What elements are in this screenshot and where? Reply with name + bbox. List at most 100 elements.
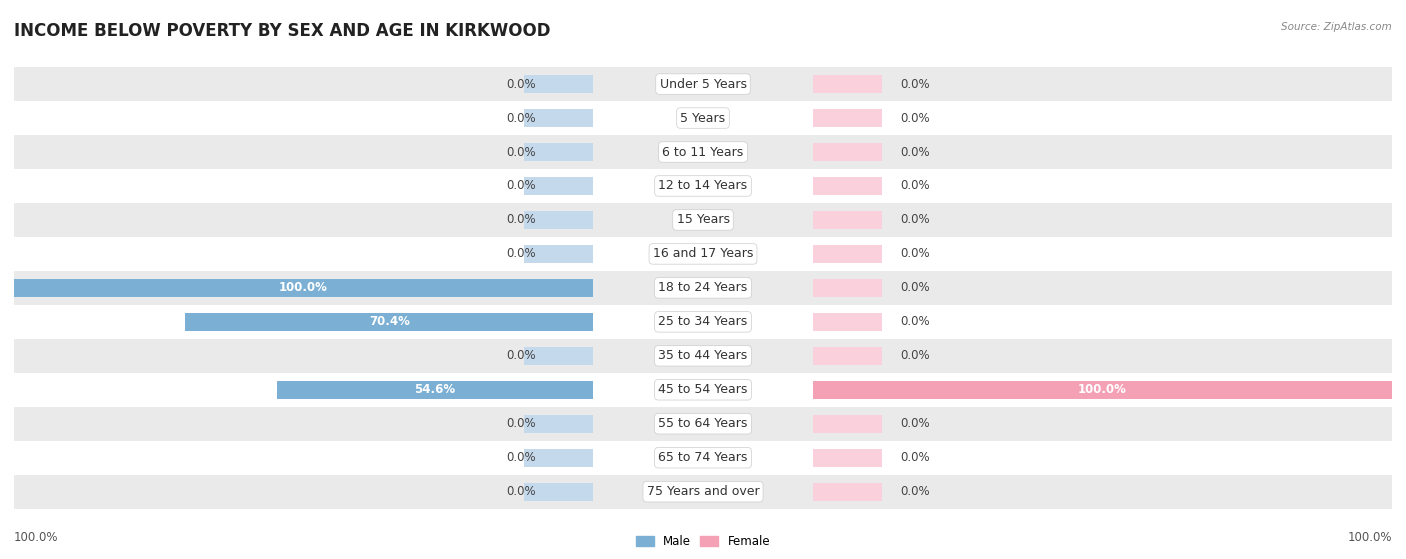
Text: 0.0%: 0.0% bbox=[506, 78, 536, 91]
Text: INCOME BELOW POVERTY BY SEX AND AGE IN KIRKWOOD: INCOME BELOW POVERTY BY SEX AND AGE IN K… bbox=[14, 22, 551, 40]
Bar bbox=[0, 440, 1406, 475]
Text: 65 to 74 Years: 65 to 74 Years bbox=[658, 451, 748, 464]
Bar bbox=[523, 483, 593, 500]
Bar bbox=[813, 381, 1392, 399]
Bar bbox=[0, 305, 1406, 339]
Text: 35 to 44 Years: 35 to 44 Years bbox=[658, 349, 748, 362]
Text: 100.0%: 100.0% bbox=[280, 281, 328, 295]
Bar bbox=[0, 237, 1406, 271]
Bar bbox=[523, 143, 593, 161]
Text: 100.0%: 100.0% bbox=[14, 531, 59, 544]
Text: 0.0%: 0.0% bbox=[900, 179, 929, 192]
Text: 0.0%: 0.0% bbox=[506, 417, 536, 430]
Bar bbox=[0, 475, 1406, 509]
Bar bbox=[0, 169, 1406, 203]
Bar bbox=[813, 109, 883, 127]
Bar bbox=[0, 135, 1406, 169]
Bar bbox=[813, 313, 883, 331]
Text: 0.0%: 0.0% bbox=[900, 417, 929, 430]
Text: 6 to 11 Years: 6 to 11 Years bbox=[662, 145, 744, 159]
Text: Under 5 Years: Under 5 Years bbox=[659, 78, 747, 91]
Text: 0.0%: 0.0% bbox=[900, 248, 929, 260]
Bar bbox=[0, 135, 1406, 169]
Bar bbox=[0, 271, 1406, 305]
Bar bbox=[813, 415, 883, 433]
Text: Source: ZipAtlas.com: Source: ZipAtlas.com bbox=[1281, 22, 1392, 32]
Bar bbox=[523, 109, 593, 127]
Text: 0.0%: 0.0% bbox=[506, 451, 536, 464]
Bar bbox=[0, 101, 1406, 135]
Text: 0.0%: 0.0% bbox=[900, 214, 929, 226]
Bar bbox=[0, 407, 1406, 440]
Bar bbox=[523, 75, 593, 93]
Text: 0.0%: 0.0% bbox=[506, 349, 536, 362]
Bar bbox=[0, 305, 1406, 339]
Bar bbox=[0, 407, 1406, 440]
Text: 0.0%: 0.0% bbox=[506, 248, 536, 260]
Legend: Male, Female: Male, Female bbox=[631, 530, 775, 553]
Bar bbox=[0, 440, 1406, 475]
Text: 0.0%: 0.0% bbox=[506, 179, 536, 192]
Text: 0.0%: 0.0% bbox=[506, 145, 536, 159]
Bar bbox=[523, 449, 593, 467]
Text: 100.0%: 100.0% bbox=[1078, 383, 1126, 396]
Bar bbox=[813, 279, 883, 297]
Bar bbox=[0, 305, 1406, 339]
Bar bbox=[0, 237, 1406, 271]
Bar bbox=[0, 67, 1406, 101]
Bar bbox=[0, 407, 1406, 440]
Bar bbox=[523, 415, 593, 433]
Bar bbox=[813, 381, 1392, 399]
Bar bbox=[0, 67, 1406, 101]
Text: 0.0%: 0.0% bbox=[506, 214, 536, 226]
Bar bbox=[0, 101, 1406, 135]
Bar bbox=[523, 245, 593, 263]
Text: 0.0%: 0.0% bbox=[900, 485, 929, 498]
Bar bbox=[523, 347, 593, 364]
Text: 55 to 64 Years: 55 to 64 Years bbox=[658, 417, 748, 430]
Text: 0.0%: 0.0% bbox=[900, 281, 929, 295]
Text: 0.0%: 0.0% bbox=[506, 485, 536, 498]
Text: 70.4%: 70.4% bbox=[368, 315, 409, 328]
Bar bbox=[0, 169, 1406, 203]
Text: 45 to 54 Years: 45 to 54 Years bbox=[658, 383, 748, 396]
Bar bbox=[0, 135, 1406, 169]
Bar bbox=[0, 373, 1406, 407]
Bar bbox=[0, 475, 1406, 509]
Bar bbox=[813, 75, 883, 93]
Bar bbox=[0, 475, 1406, 509]
Bar bbox=[813, 347, 883, 364]
Bar bbox=[813, 483, 883, 500]
Text: 100.0%: 100.0% bbox=[1347, 531, 1392, 544]
Text: 0.0%: 0.0% bbox=[506, 112, 536, 125]
Text: 12 to 14 Years: 12 to 14 Years bbox=[658, 179, 748, 192]
Bar bbox=[813, 211, 883, 229]
Bar bbox=[0, 203, 1406, 237]
Bar bbox=[523, 211, 593, 229]
Text: 54.6%: 54.6% bbox=[415, 383, 456, 396]
Bar bbox=[523, 177, 593, 195]
Bar bbox=[0, 237, 1406, 271]
Bar bbox=[0, 203, 1406, 237]
Bar bbox=[277, 381, 593, 399]
Bar bbox=[277, 381, 593, 399]
Text: 0.0%: 0.0% bbox=[900, 451, 929, 464]
Bar bbox=[0, 339, 1406, 373]
Bar bbox=[0, 373, 1406, 407]
Text: 75 Years and over: 75 Years and over bbox=[647, 485, 759, 498]
Bar bbox=[0, 101, 1406, 135]
Bar bbox=[0, 339, 1406, 373]
Text: 18 to 24 Years: 18 to 24 Years bbox=[658, 281, 748, 295]
Bar bbox=[0, 67, 1406, 101]
Bar bbox=[0, 440, 1406, 475]
Text: 0.0%: 0.0% bbox=[900, 349, 929, 362]
Bar bbox=[0, 271, 1406, 305]
Bar bbox=[186, 313, 593, 331]
Bar bbox=[813, 449, 883, 467]
Text: 25 to 34 Years: 25 to 34 Years bbox=[658, 315, 748, 328]
Bar bbox=[813, 177, 883, 195]
Bar bbox=[186, 313, 593, 331]
Text: 0.0%: 0.0% bbox=[900, 315, 929, 328]
Bar bbox=[0, 271, 1406, 305]
Bar bbox=[0, 339, 1406, 373]
